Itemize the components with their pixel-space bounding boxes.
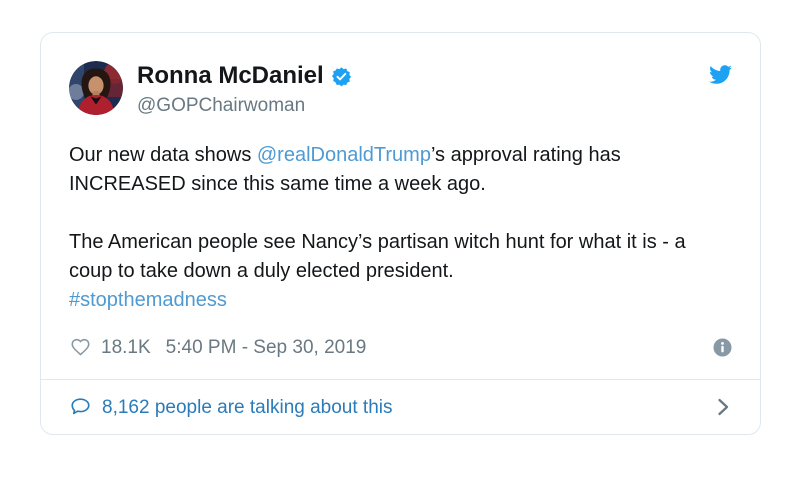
- tweet-text-segment: ’s approval rating has INCREASED since t…: [69, 144, 621, 195]
- author-handle: @GOPChairwoman: [137, 95, 306, 116]
- tweet-meta-row: 18.1K 5:40 PM - Sep 30, 2019: [69, 336, 732, 358]
- like-count: 18.1K: [101, 336, 151, 358]
- conversation-count-text: 8,162 people are talking about this: [102, 396, 393, 418]
- author-block: Ronna McDaniel @GOPChairwoman: [137, 61, 709, 117]
- tweet-text-segment: Our new data shows: [69, 144, 257, 166]
- tweet-text-segment: The American people see Nancy’s partisan…: [69, 231, 686, 282]
- conversation-link[interactable]: 8,162 people are talking about this: [69, 396, 393, 418]
- tweet-paragraph-2: The American people see Nancy’s partisan…: [69, 228, 732, 315]
- chevron-right-icon[interactable]: [714, 395, 732, 419]
- tweet-header: Ronna McDaniel @GOPChairwoman: [69, 61, 732, 117]
- avatar-image: [69, 61, 123, 115]
- timestamp-link[interactable]: 5:40 PM - Sep 30, 2019: [165, 336, 367, 358]
- tweet-card: Ronna McDaniel @GOPChairwoman Our new: [40, 32, 761, 435]
- tweet-body: Ronna McDaniel @GOPChairwoman Our new: [41, 33, 760, 379]
- twitter-logo-icon[interactable]: [709, 65, 732, 84]
- tweet-text: Our new data shows @realDonaldTrump’s ap…: [69, 141, 732, 315]
- tweet-footer: 8,162 people are talking about this: [41, 379, 760, 434]
- mention-link[interactable]: @realDonaldTrump: [256, 144, 431, 166]
- verified-badge-icon: [331, 66, 352, 87]
- heart-icon: [69, 336, 92, 358]
- speech-bubble-icon: [69, 396, 92, 418]
- info-icon[interactable]: [713, 338, 732, 357]
- hashtag-link[interactable]: #stopthemadness: [69, 289, 227, 311]
- author-name[interactable]: Ronna McDaniel: [137, 62, 324, 89]
- avatar[interactable]: [69, 61, 123, 115]
- tweet-paragraph-1: Our new data shows @realDonaldTrump’s ap…: [69, 141, 732, 199]
- like-button[interactable]: 18.1K: [69, 336, 151, 358]
